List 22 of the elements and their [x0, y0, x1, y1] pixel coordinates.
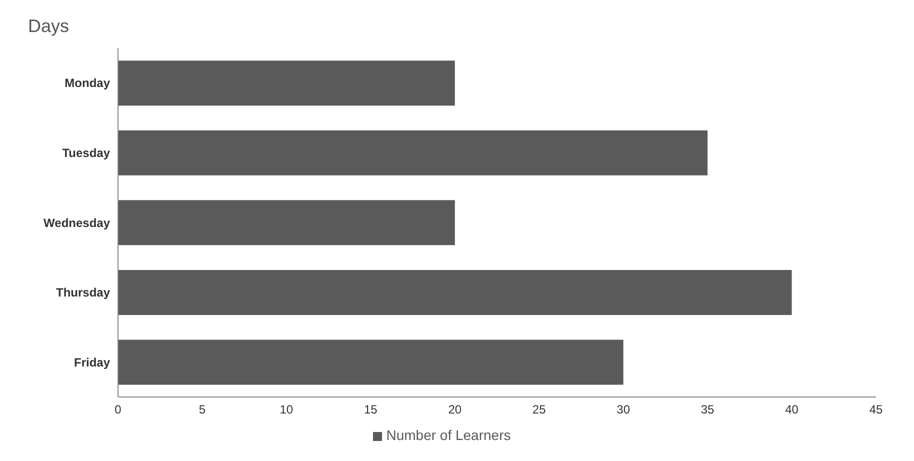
y-axis-title: Days — [28, 16, 70, 37]
y-tick-label: Tuesday — [62, 146, 110, 160]
legend-label: Number of Learners — [386, 427, 511, 443]
y-tick-label: Friday — [74, 355, 110, 370]
x-tick-label: 25 — [532, 402, 546, 417]
y-tick-label: Wednesday — [44, 216, 110, 230]
x-tick-label: 45 — [869, 402, 883, 417]
x-tick-label: 0 — [114, 402, 122, 417]
x-tick-label: 15 — [364, 402, 378, 417]
x-tick-label: 35 — [700, 402, 715, 417]
bar — [118, 270, 792, 315]
x-tick-label: 20 — [448, 402, 462, 417]
x-tick-label: 5 — [198, 402, 206, 417]
x-tick-label: 30 — [616, 402, 630, 417]
y-tick-label: Monday — [64, 76, 110, 90]
x-tick-label: 10 — [280, 402, 294, 417]
bar — [118, 340, 624, 385]
y-tick-label: Thursday — [56, 286, 110, 300]
bar — [118, 200, 455, 246]
bar — [118, 60, 455, 106]
bar — [118, 130, 708, 176]
x-tick-label: 40 — [785, 402, 799, 417]
